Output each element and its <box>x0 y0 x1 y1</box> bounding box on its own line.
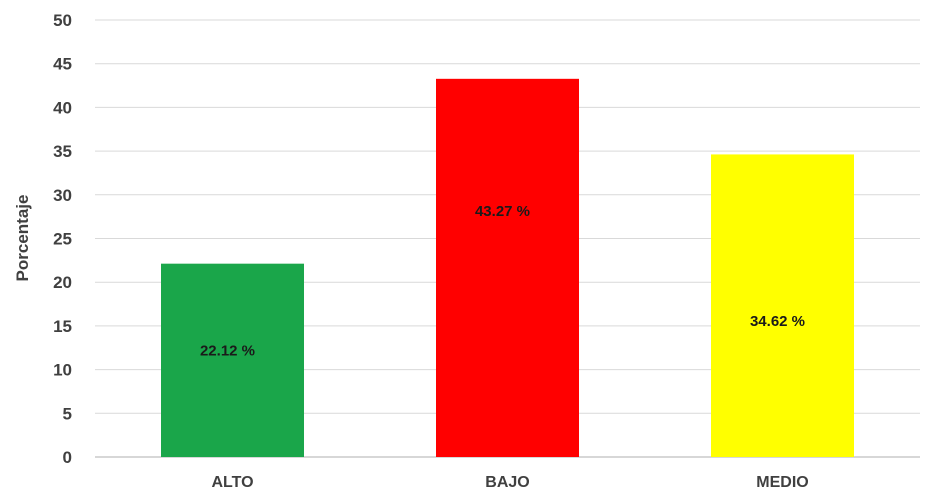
bar-alto <box>161 263 304 457</box>
data-label-alto: 22.12 % <box>200 343 255 360</box>
x-tick-label-alto: ALTO <box>211 474 253 491</box>
bar-medio <box>711 154 854 457</box>
x-axis-ticks: ALTO BAJO MEDIO <box>211 474 808 491</box>
x-tick-label-bajo: BAJO <box>485 474 529 491</box>
data-label-bajo: 43.27 % <box>475 203 530 220</box>
y-tick-label: 20 <box>53 273 72 292</box>
y-tick-label: 40 <box>53 98 72 117</box>
y-tick-label: 25 <box>53 230 72 249</box>
y-tick-label: 35 <box>53 142 72 161</box>
y-tick-label: 0 <box>63 448 72 467</box>
y-axis-ticks: 0 5 10 15 20 25 30 35 40 45 50 <box>53 11 72 467</box>
y-tick-label: 15 <box>53 317 72 336</box>
y-tick-label: 10 <box>53 361 72 380</box>
data-label-medio: 34.62 % <box>750 313 805 330</box>
bar-bajo <box>436 78 579 458</box>
y-tick-label: 50 <box>53 11 72 30</box>
y-axis-title: Porcentaje <box>13 195 32 282</box>
y-tick-label: 30 <box>53 186 72 205</box>
x-tick-label-medio: MEDIO <box>756 474 808 491</box>
y-tick-label: 45 <box>53 55 72 74</box>
bars <box>161 78 854 458</box>
data-labels: 22.12 % 43.27 % 34.62 % <box>200 203 805 359</box>
y-tick-label: 5 <box>63 404 72 423</box>
